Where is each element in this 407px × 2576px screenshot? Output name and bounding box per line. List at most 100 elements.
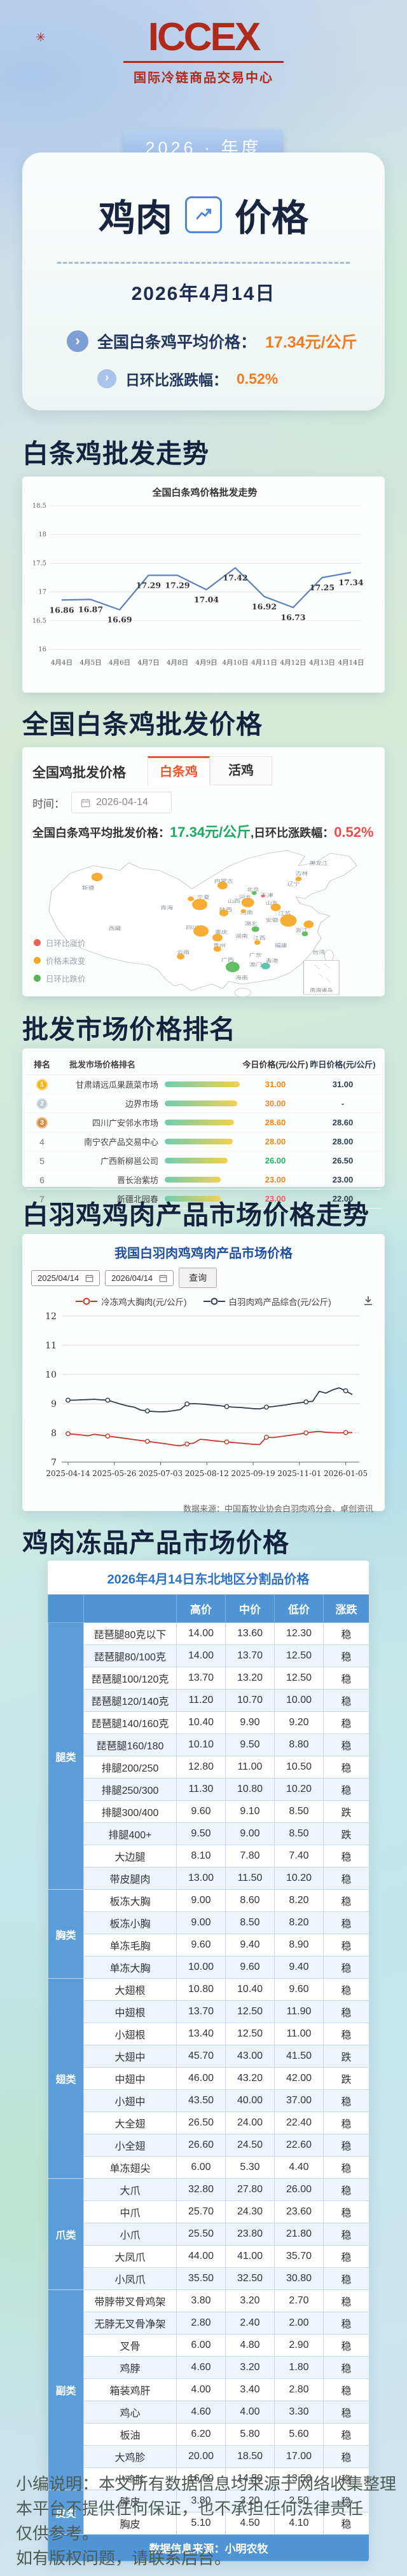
mid-price-cell: 4.00 xyxy=(225,2401,275,2423)
hero-card: 鸡肉 价格 2026年4月14日 › 全国白条鸡平均价格： 17.34元/公斤 ›… xyxy=(22,153,385,410)
islands-dash-icon xyxy=(326,978,331,982)
map-dot xyxy=(303,920,314,928)
trend-cell: 稳 xyxy=(323,1778,369,1801)
legend-item[interactable]: 白羽肉鸡产品综合(元/公斤) xyxy=(203,1295,331,1308)
report-date: 2026年4月14日 xyxy=(131,283,276,304)
islands-dash-icon xyxy=(318,973,323,978)
snowflake-icon: ✳ xyxy=(36,31,46,44)
high-price-cell: 25.70 xyxy=(176,2200,226,2223)
map-dot xyxy=(193,925,209,937)
product-name-cell: 中爪 xyxy=(83,2200,177,2223)
map-dot xyxy=(212,933,223,942)
table-row: 无脖无叉骨净架 2.80 2.40 2.00 稳 xyxy=(48,2312,369,2335)
table-row: 小鸡胗 16.50 14.50 13.50 稳 xyxy=(48,2467,369,2490)
mid-price-cell: 13.70 xyxy=(225,1644,275,1667)
province-label: 吉林 xyxy=(295,871,308,876)
province-label: 湖南 xyxy=(235,933,248,939)
section-heading-ranking: 批发市场价格排名 xyxy=(22,1015,236,1044)
ranking-table-header: 排名 批发市场价格排名 今日价格(元/公斤) 昨日价格(元/公斤) xyxy=(26,1055,381,1075)
low-price-cell: 2.70 xyxy=(274,2289,324,2312)
legend-marker-icon xyxy=(76,1298,98,1305)
table-row: 中爪 25.70 24.30 23.60 稳 xyxy=(48,2200,369,2223)
download-icon[interactable] xyxy=(362,1294,375,1310)
date-to-input[interactable]: 2026/04/14 xyxy=(105,1270,174,1286)
low-price-cell: 9.20 xyxy=(274,1711,324,1734)
disclaimer-line: 小编说明：本文所有数据信息均来源于网络收集整理 xyxy=(16,2474,397,2493)
province-label: 香港 xyxy=(266,958,279,963)
legend-item: 价格未改变 xyxy=(34,954,86,966)
x-tick-label: 4月9日 xyxy=(195,659,217,667)
date-picker[interactable]: 2026-04-14 xyxy=(71,792,172,813)
table-row: 单冻大胸 10.00 9.60 9.40 稳 xyxy=(48,1956,369,1979)
tab-1[interactable]: 白条鸡 xyxy=(148,756,210,785)
table-row: 大全翅 26.50 24.00 22.40 稳 xyxy=(48,2112,369,2134)
section-heading-trend: 白条鸡批发走势 xyxy=(22,439,209,468)
product-name-cell: 板冻小胸 xyxy=(83,1911,177,1934)
col-header-rank: 排名 xyxy=(33,1060,50,1069)
data-point xyxy=(184,1441,190,1447)
low-price-cell: 10.00 xyxy=(274,1689,324,1712)
product-name-cell: 带脖带叉骨鸡架 xyxy=(83,2289,177,2312)
high-price-cell: 14.00 xyxy=(176,1622,226,1645)
table-row: 大凤爪 44.00 41.00 35.70 稳 xyxy=(48,2245,369,2268)
trend-cell: 稳 xyxy=(323,1978,369,2001)
mid-price-cell: 5.30 xyxy=(225,2156,275,2179)
table-row: 中翅中 46.00 43.20 42.00 跌 xyxy=(48,2067,369,2090)
high-price-cell: 43.50 xyxy=(176,2089,226,2112)
query-button[interactable]: 查询 xyxy=(179,1268,217,1288)
mid-price-cell: 43.00 xyxy=(225,2045,275,2068)
low-price-cell: 9.60 xyxy=(274,1978,324,2001)
market-name: 广西新柳邕公司 xyxy=(100,1156,158,1166)
legend-item[interactable]: 冷冻鸡大胸肉(元/公斤) xyxy=(76,1295,187,1308)
table-source: 数据信息来源：小明农牧 xyxy=(48,2534,369,2561)
table-row: 皮类 脖皮 3.80 3.20 2.50 稳 xyxy=(48,2490,369,2535)
high-price-cell: 6.00 xyxy=(176,2156,226,2179)
tab-2[interactable]: 活鸡 xyxy=(210,756,272,785)
data-point xyxy=(343,1430,348,1435)
map-dot xyxy=(225,961,240,973)
price-bar xyxy=(165,1081,240,1087)
data-label: 17.34 xyxy=(338,578,363,587)
low-price-cell: 21.80 xyxy=(274,2223,324,2246)
ranking-row: 3 四川广安邻水市场 28.60 28.60 xyxy=(26,1113,381,1132)
avg-wholesale-price-line: 全国白条鸡平均批发价格：17.34元/公斤,日环比涨跌幅：0.52% xyxy=(32,821,375,841)
today-price: 30.00 xyxy=(265,1099,286,1108)
trend-cell: 稳 xyxy=(323,1733,369,1756)
map-dot xyxy=(241,897,254,907)
high-price-cell: 10.00 xyxy=(176,1956,226,1979)
product-name-cell: 琵琶腿80/100克 xyxy=(83,1644,177,1667)
low-price-cell: 22.40 xyxy=(274,2112,324,2134)
y-tick-label: 9 xyxy=(51,1399,57,1409)
date-from-input[interactable]: 2025/04/14 xyxy=(31,1270,100,1286)
mid-price-cell: 9.50 xyxy=(225,1733,275,1756)
province-label: 浙江 xyxy=(295,927,308,933)
table-row: 中翅根 13.70 12.50 11.90 稳 xyxy=(48,2000,369,2023)
product-name-cell: 大翅根 xyxy=(83,1978,177,2001)
mid-price-cell: 24.30 xyxy=(225,2200,275,2223)
low-price-cell: 11.90 xyxy=(274,2000,324,2023)
trend-cell: 稳 xyxy=(323,2245,369,2268)
low-price-cell: 8.20 xyxy=(274,1889,324,1912)
market-name: 晋长治紫坊 xyxy=(116,1176,158,1185)
product-name-cell: 小爪 xyxy=(83,2223,177,2246)
table-row: 腿类 琵琶腿80克以下 14.00 13.60 12.30 稳 xyxy=(48,1622,369,1890)
product-name-cell: 中翅根 xyxy=(83,2000,177,2023)
mid-price-cell: 5.80 xyxy=(225,2423,275,2446)
low-price-cell: 30.80 xyxy=(274,2267,324,2290)
trend-cell: 稳 xyxy=(323,2334,369,2357)
avg-price-row: › 全国白条鸡平均价格： 17.34元/公斤 xyxy=(67,330,385,353)
col-header: 涨跌 xyxy=(323,1594,369,1623)
province-label: 河北 xyxy=(239,894,252,900)
mid-price-cell: 3.20 xyxy=(225,2490,275,2512)
bar-cell xyxy=(165,1081,241,1087)
ranking-row: 6 晋长治紫坊 23.00 23.00 xyxy=(26,1170,381,1190)
ranking-table-body: 1 甘肃靖远瓜果蔬菜市场 31.00 31.00 2 边界市场 30.00 - 3 四川广安邻水市… xyxy=(26,1075,381,1209)
product-name-cell: 排腿200/250 xyxy=(83,1756,177,1779)
rank-cell: 6 xyxy=(26,1175,58,1185)
map-dot xyxy=(270,903,281,911)
product-name-cell: 鸡脖 xyxy=(83,2356,177,2379)
category-cell: 爪类 xyxy=(48,2178,84,2290)
date-picker-value: 2026-04-14 xyxy=(96,797,148,808)
table-row: 大翅中 45.70 43.00 41.50 跌 xyxy=(48,2045,369,2068)
x-tick-label: 4月5日 xyxy=(79,659,101,667)
